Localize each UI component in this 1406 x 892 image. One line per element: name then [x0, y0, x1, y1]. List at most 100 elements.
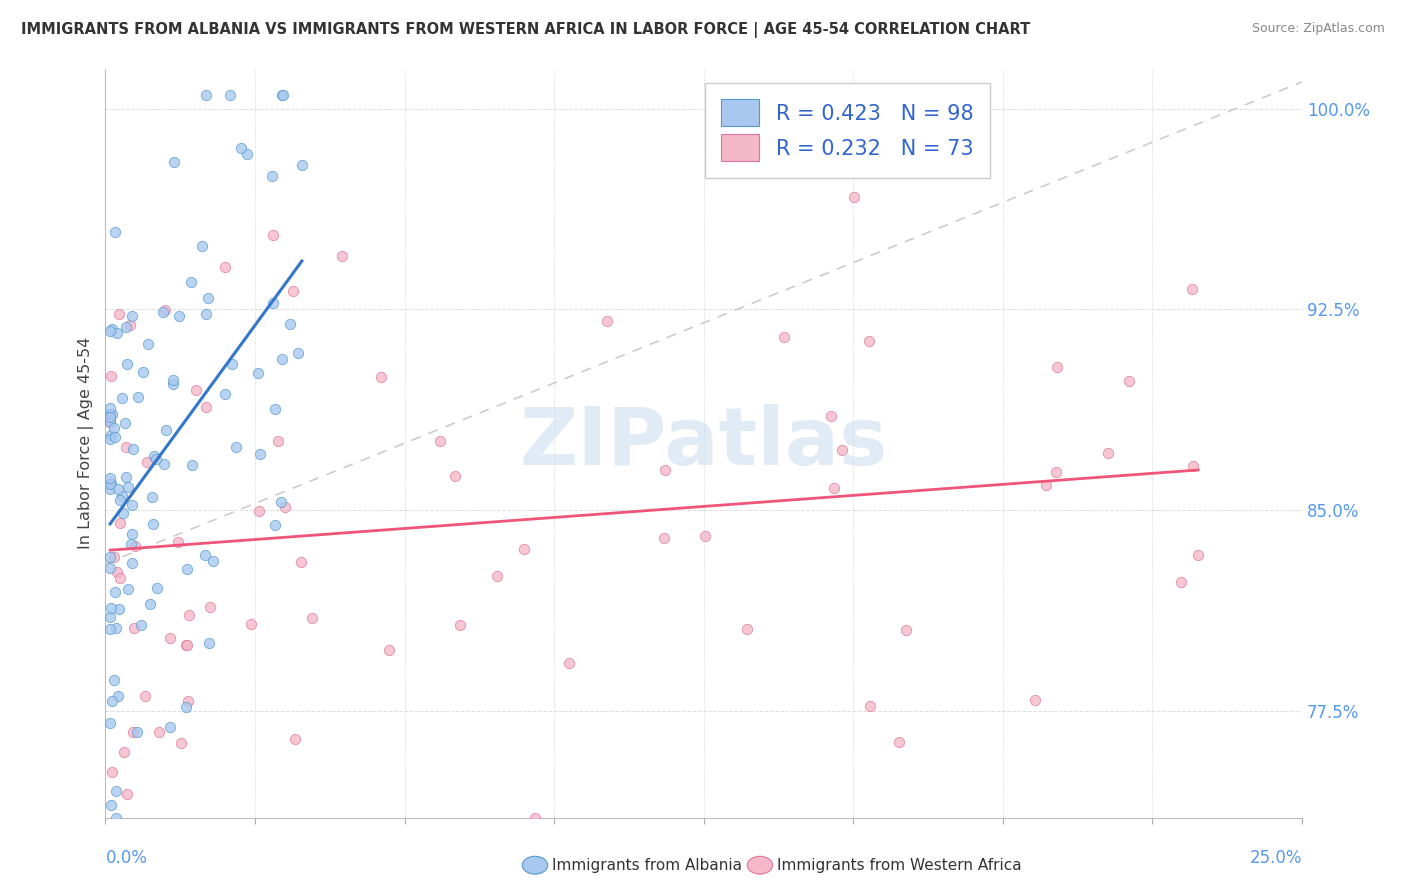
Point — [98, 610, 121, 624]
Point — [107, 566, 129, 580]
Point — [145, 451, 167, 466]
Point — [101, 764, 124, 779]
Point — [278, 317, 301, 331]
Point — [153, 457, 176, 471]
Point — [287, 345, 309, 359]
Text: 25.0%: 25.0% — [1250, 849, 1302, 867]
Point — [654, 463, 676, 477]
Point — [148, 725, 170, 739]
Point — [191, 239, 214, 253]
Point — [652, 531, 675, 545]
Point — [264, 401, 287, 416]
Y-axis label: In Labor Force | Age 45-54: In Labor Force | Age 45-54 — [79, 337, 94, 549]
Point — [132, 365, 155, 379]
Point — [247, 504, 270, 518]
Point — [107, 689, 129, 703]
Point — [105, 784, 128, 798]
Point — [291, 158, 314, 172]
Point — [98, 561, 121, 575]
Point — [444, 469, 467, 483]
Point — [111, 391, 134, 405]
Point — [122, 725, 145, 739]
Point — [108, 516, 131, 530]
Point — [330, 249, 353, 263]
Point — [186, 383, 208, 397]
Point — [103, 549, 125, 564]
Point — [100, 600, 122, 615]
Text: IMMIGRANTS FROM ALBANIA VS IMMIGRANTS FROM WESTERN AFRICA IN LABOR FORCE | AGE 4: IMMIGRANTS FROM ALBANIA VS IMMIGRANTS FR… — [21, 22, 1031, 38]
Point — [114, 440, 136, 454]
Point — [274, 500, 297, 514]
Point — [858, 334, 880, 348]
Point — [221, 358, 243, 372]
Point — [176, 694, 198, 708]
Point — [197, 292, 219, 306]
Point — [260, 169, 283, 183]
Point — [1170, 574, 1192, 589]
Point — [100, 798, 122, 813]
Point — [134, 689, 156, 703]
Point — [98, 415, 121, 429]
Point — [115, 357, 138, 371]
Point — [136, 337, 159, 351]
Point — [264, 518, 287, 533]
Point — [195, 400, 218, 414]
Point — [98, 550, 121, 565]
Point — [98, 432, 121, 446]
Point — [214, 387, 236, 401]
Point — [823, 481, 845, 495]
Point — [523, 811, 546, 825]
Point — [180, 458, 202, 472]
Text: Source: ZipAtlas.com: Source: ZipAtlas.com — [1251, 22, 1385, 36]
Point — [124, 621, 146, 635]
Point — [513, 541, 536, 556]
Point — [104, 430, 127, 444]
Point — [101, 694, 124, 708]
Point — [831, 442, 853, 457]
Point — [98, 482, 121, 496]
Point — [270, 495, 292, 509]
Point — [159, 720, 181, 734]
Point — [271, 88, 294, 103]
Point — [98, 622, 121, 636]
Point — [138, 597, 160, 611]
Point — [240, 617, 263, 632]
Point — [174, 699, 197, 714]
Point — [107, 483, 129, 497]
Point — [155, 423, 177, 437]
Point — [176, 639, 198, 653]
Point — [167, 310, 190, 324]
Point — [246, 366, 269, 380]
Point — [101, 321, 124, 335]
Point — [117, 582, 139, 596]
Point — [115, 470, 138, 484]
Point — [267, 434, 290, 448]
Point — [145, 582, 167, 596]
Point — [121, 309, 143, 323]
Point — [283, 284, 305, 298]
Point — [104, 621, 127, 635]
Point — [1181, 282, 1204, 296]
Point — [163, 155, 186, 169]
Point — [121, 556, 143, 570]
Point — [195, 88, 218, 103]
Point — [1035, 477, 1057, 491]
Point — [1118, 374, 1140, 388]
Point — [152, 305, 174, 319]
Point — [271, 88, 294, 103]
Point — [1097, 446, 1119, 460]
Point — [108, 602, 131, 616]
Point — [142, 517, 165, 532]
Point — [249, 447, 271, 461]
Point — [1187, 549, 1209, 563]
Point — [98, 410, 121, 425]
Text: Immigrants from Western Africa: Immigrants from Western Africa — [778, 858, 1021, 872]
Point — [108, 493, 131, 508]
Point — [370, 369, 392, 384]
Point — [167, 535, 190, 549]
Point — [125, 725, 148, 739]
Point — [1024, 693, 1046, 707]
Point — [104, 584, 127, 599]
Point — [108, 307, 131, 321]
Point — [596, 314, 619, 328]
